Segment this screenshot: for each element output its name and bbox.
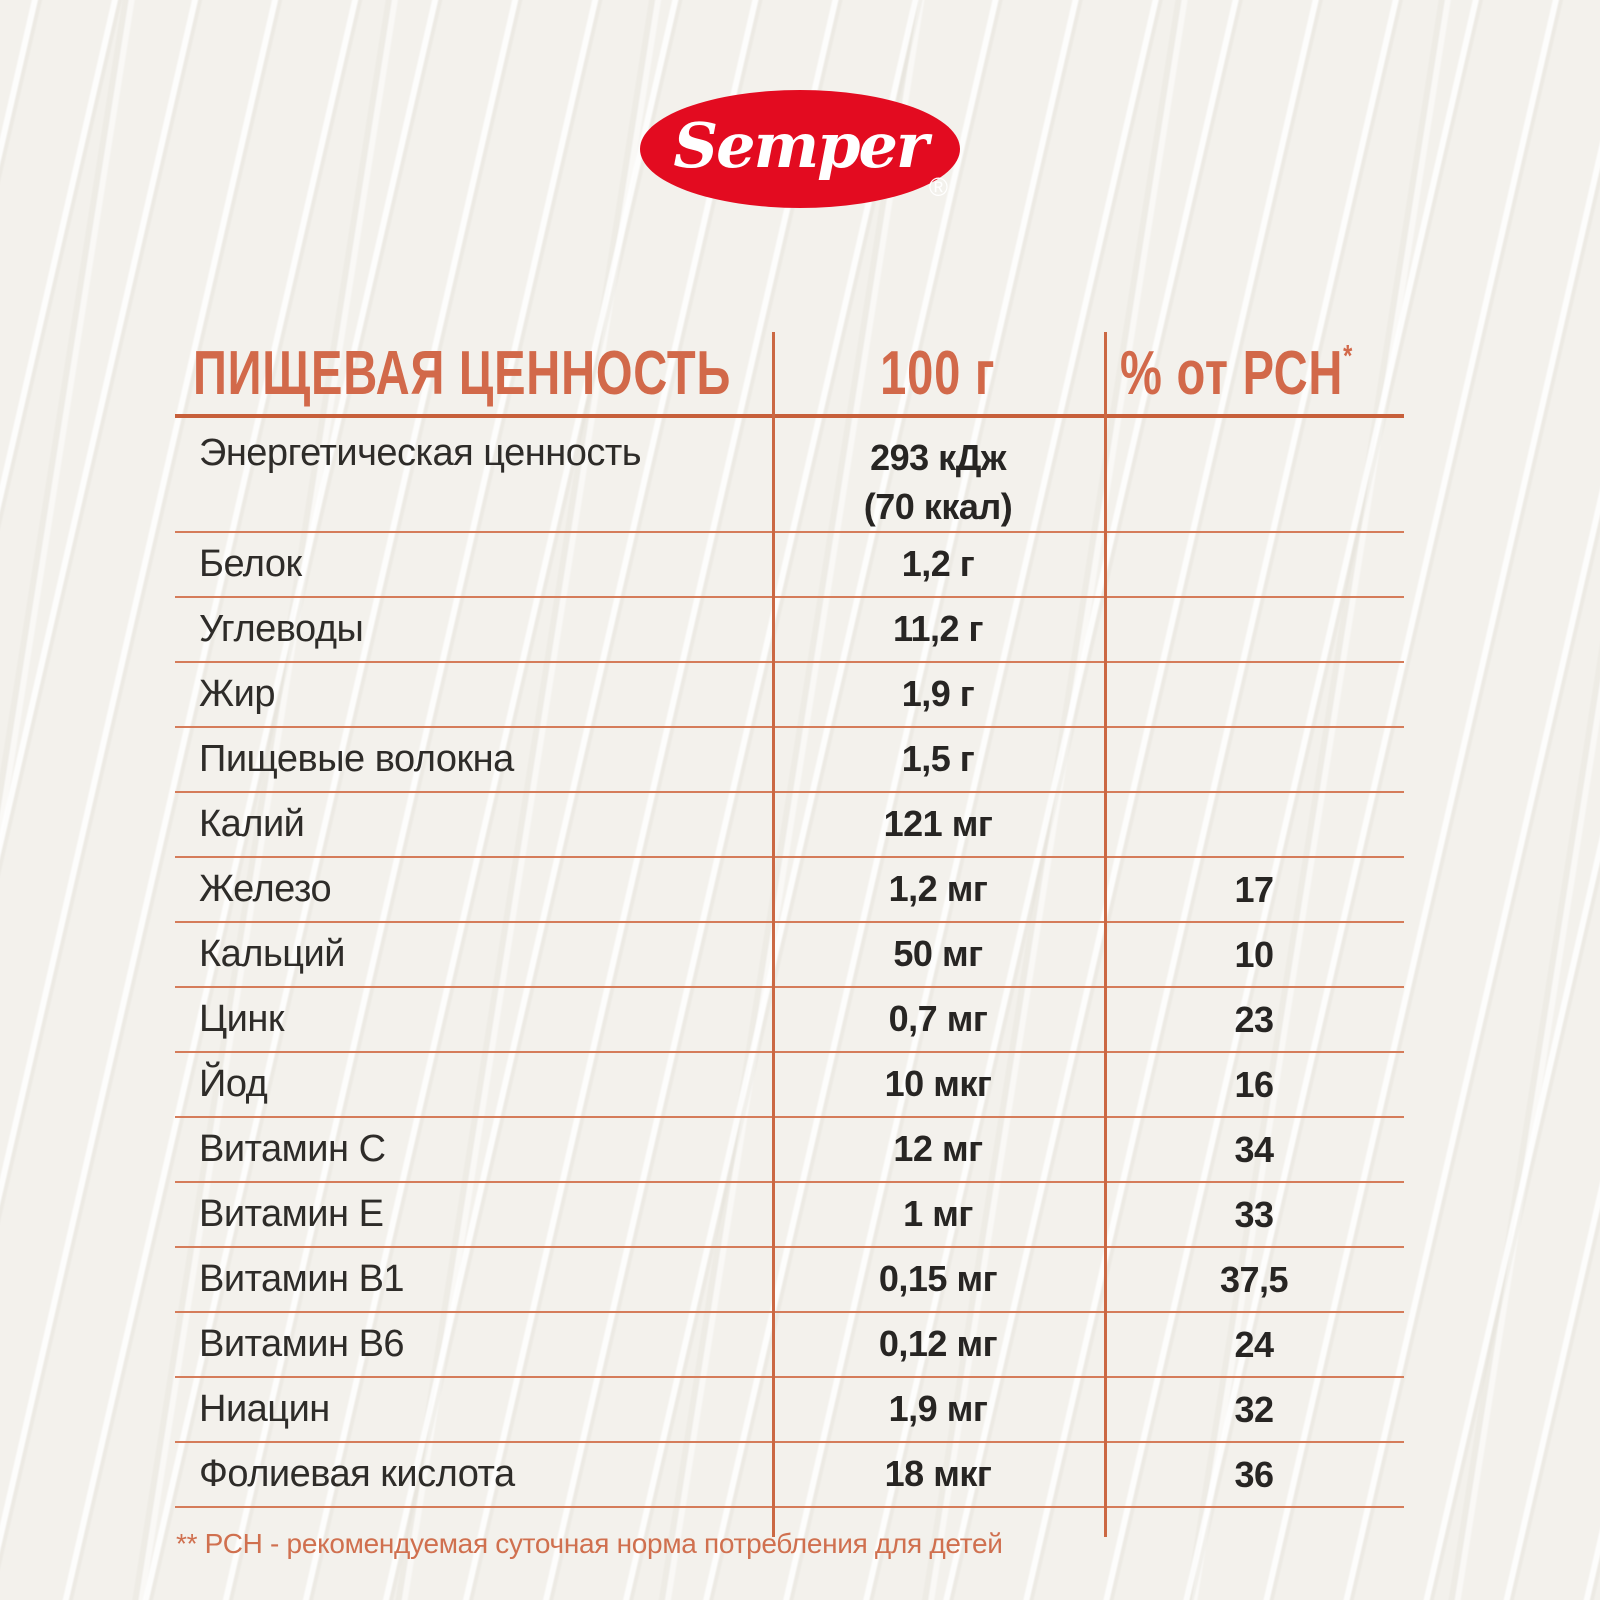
header-cell-rda-percent: % от РСН* (1104, 330, 1404, 414)
value-cell: 1,5 г (772, 735, 1104, 784)
header-cell-per-100g: 100 г (772, 330, 1104, 414)
table-row: Йод 10 мкг 16 (175, 1053, 1404, 1118)
value-cell: 11,2 г (772, 605, 1104, 654)
table-row: Витамин B1 0,15 мг 37,5 (175, 1248, 1404, 1313)
nutrient-label: Энергетическая ценность (199, 432, 642, 474)
value-cell: 293 кДж (70 ккал) (772, 418, 1104, 531)
value-cell: 1,9 г (772, 670, 1104, 719)
header-nutrition-label: ПИЩЕВАЯ ЦЕННОСТЬ (193, 339, 732, 409)
value-cell: 1,2 мг (772, 865, 1104, 914)
semper-logo-text: Semper (673, 108, 928, 182)
table-row: Пищевые волокна 1,5 г (175, 728, 1404, 793)
table-body: Энергетическая ценность 293 кДж (70 ккал… (175, 418, 1404, 1508)
value-cell: 1 мг (772, 1190, 1104, 1239)
nutrient-label: Витамин B1 (199, 1257, 405, 1300)
rda-percent-value: 32 (1234, 1388, 1274, 1430)
nutrient-label: Жир (199, 672, 275, 715)
value-cell: 0,12 мг (772, 1320, 1104, 1369)
rda-percent-value: 36 (1234, 1453, 1274, 1495)
header-rda-label: % от РСН* (1120, 338, 1353, 405)
nutrition-table: ПИЩЕВАЯ ЦЕННОСТЬ 100 г % от РСН* Энергет… (175, 330, 1404, 1537)
value-cell: 50 мг (772, 930, 1104, 979)
rda-percent-value: 17 (1234, 868, 1274, 910)
value-cell: 0,7 мг (772, 995, 1104, 1044)
table-header-row: ПИЩЕВАЯ ЦЕННОСТЬ 100 г % от РСН* (175, 330, 1404, 418)
rda-percent-value: 23 (1234, 998, 1274, 1040)
value-cell: 0,15 мг (772, 1255, 1104, 1304)
rda-percent-value (1104, 418, 1404, 434)
nutrient-label: Калий (199, 802, 305, 845)
footnote: ** РСН - рекомендуемая суточная норма по… (176, 1528, 1003, 1559)
value-cell: 10 мкг (772, 1060, 1104, 1109)
rda-percent-value: 10 (1234, 933, 1274, 975)
value-per-100g: 1 мг (903, 1193, 973, 1235)
nutrient-label: Белок (199, 542, 302, 585)
table-row: Кальций 50 мг 10 (175, 923, 1404, 988)
value-per-100g: 1,2 мг (888, 868, 988, 910)
value-per-100g: 121 мг (883, 803, 993, 845)
table-row: Ниацин 1,9 мг 32 (175, 1378, 1404, 1443)
value-per-100g-line2: (70 ккал) (863, 485, 1013, 527)
value-per-100g: 11,2 г (892, 608, 984, 650)
table-row: Фолиевая кислота 18 мкг 36 (175, 1443, 1404, 1508)
value-per-100g: 18 мкг (884, 1453, 992, 1495)
value-per-100g: 293 кДж (870, 437, 1006, 478)
nutrient-label: Витамин C (199, 1127, 386, 1170)
header-cell-nutrition: ПИЩЕВАЯ ЦЕННОСТЬ (175, 330, 772, 414)
nutrient-label: Витамин B6 (199, 1322, 405, 1365)
semper-logo: Semper ® (640, 90, 960, 208)
value-cell: 18 мкг (772, 1450, 1104, 1499)
table-row: Жир 1,9 г (175, 663, 1404, 728)
nutrient-label: Ниацин (199, 1387, 330, 1430)
rda-percent-value: 16 (1234, 1063, 1274, 1105)
value-per-100g: 1,5 г (901, 738, 975, 780)
table-row: Витамин E 1 мг 33 (175, 1183, 1404, 1248)
value-cell: 12 мг (772, 1125, 1104, 1174)
column-divider-1 (772, 332, 775, 1537)
table-row: Энергетическая ценность 293 кДж (70 ккал… (175, 418, 1404, 533)
rda-percent-value: 24 (1234, 1323, 1274, 1365)
nutrient-label: Углеводы (199, 607, 364, 650)
value-per-100g: 0,15 мг (878, 1258, 998, 1300)
value-cell: 1,9 мг (772, 1385, 1104, 1434)
rda-percent-value: 37,5 (1219, 1258, 1289, 1300)
header-rda-text: % от РСН (1120, 339, 1344, 409)
table-row: Витамин B6 0,12 мг 24 (175, 1313, 1404, 1378)
table-row: Витамин C 12 мг 34 (175, 1118, 1404, 1183)
table-row: Белок 1,2 г (175, 533, 1404, 598)
rda-percent-value: 34 (1234, 1128, 1274, 1170)
table-row: Калий 121 мг (175, 793, 1404, 858)
value-per-100g: 1,2 г (901, 543, 975, 585)
value-cell: 121 мг (772, 800, 1104, 849)
value-cell: 1,2 г (772, 540, 1104, 589)
nutrient-label: Фолиевая кислота (199, 1452, 515, 1495)
value-per-100g: 12 мг (893, 1128, 983, 1170)
value-per-100g: 0,7 мг (888, 998, 988, 1040)
nutrient-label: Железо (199, 867, 332, 910)
table-row: Железо 1,2 мг 17 (175, 858, 1404, 923)
registered-trademark-icon: ® (928, 172, 948, 202)
header-per-100g-label: 100 г (880, 339, 996, 409)
nutrient-label: Пищевые волокна (199, 737, 514, 780)
value-per-100g: 0,12 мг (878, 1323, 998, 1365)
nutrient-label: Йод (199, 1062, 268, 1105)
nutrient-label: Цинк (199, 997, 284, 1040)
value-per-100g: 50 мг (893, 933, 983, 975)
asterisk-icon: * (1343, 338, 1353, 374)
value-per-100g: 10 мкг (884, 1063, 992, 1105)
table-row: Углеводы 11,2 г (175, 598, 1404, 663)
column-divider-2 (1104, 332, 1107, 1537)
rda-percent-value: 33 (1234, 1193, 1274, 1235)
value-per-100g: 1,9 мг (888, 1388, 988, 1430)
nutrient-label: Витамин E (199, 1192, 384, 1235)
nutrient-label: Кальций (199, 932, 345, 975)
value-per-100g: 1,9 г (901, 673, 975, 715)
table-row: Цинк 0,7 мг 23 (175, 988, 1404, 1053)
